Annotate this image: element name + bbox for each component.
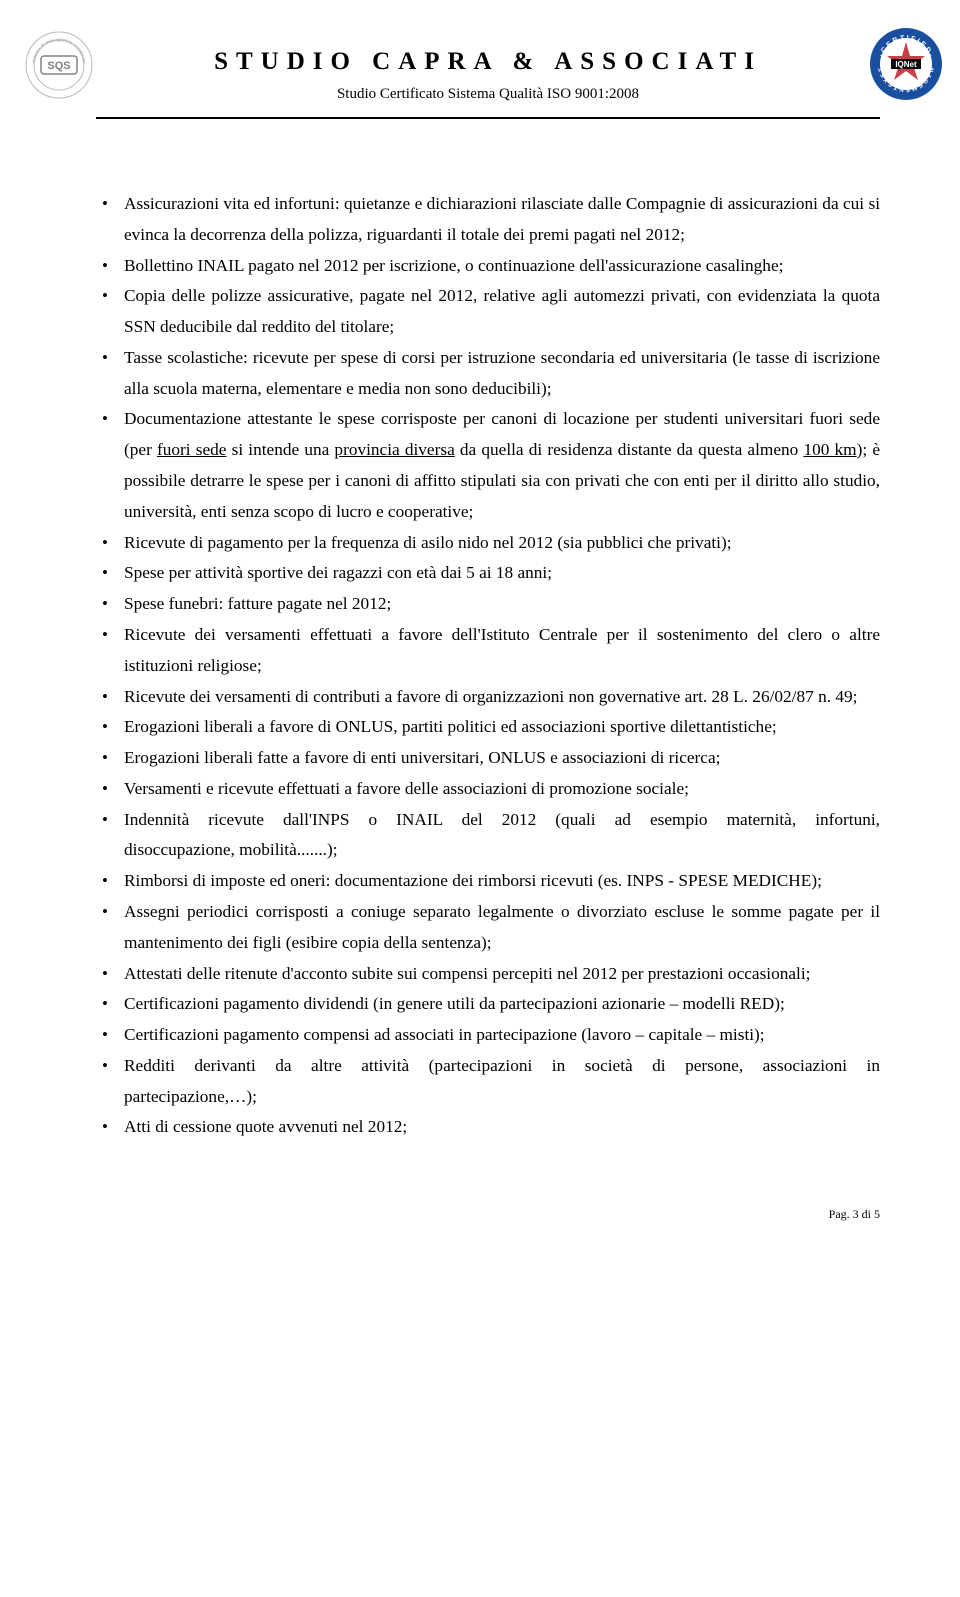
text: disoccupazione, mobilità.......); [124, 835, 880, 866]
list-item: Atti di cessione quote avvenuti nel 2012… [96, 1112, 880, 1143]
iqnet-logo: · C E R T I F I E D · M A N A G E M E N … [868, 26, 944, 107]
list-item: Rimborsi di imposte ed oneri: documentaz… [96, 866, 880, 897]
header-rule [96, 117, 880, 119]
list-item: Certificazioni pagamento compensi ad ass… [96, 1020, 880, 1051]
bullet-list: Assicurazioni vita ed infortuni: quietan… [96, 189, 880, 1143]
page-footer: Pag. 3 di 5 [96, 1207, 880, 1222]
text: Redditi derivanti da altre attività (par… [124, 1051, 880, 1082]
list-item: Indennità ricevute dall'INPS o INAIL del… [96, 805, 880, 867]
page: SQS sistema di management certificato · … [0, 0, 960, 1262]
text-underline: fuori sede [157, 440, 226, 459]
list-item: Assegni periodici corrisposti a coniuge … [96, 897, 880, 959]
text: partecipazione,…); [124, 1082, 880, 1113]
svg-text:IQNet: IQNet [895, 60, 917, 69]
list-item: Versamenti e ricevute effettuati a favor… [96, 774, 880, 805]
list-item: Redditi derivanti da altre attività (par… [96, 1051, 880, 1113]
list-item: Tasse scolastiche: ricevute per spese di… [96, 343, 880, 405]
list-item: Spese funebri: fatture pagate nel 2012; [96, 589, 880, 620]
text: Indennità ricevute dall'INPS o INAIL del… [124, 805, 880, 836]
list-item: Ricevute dei versamenti di contributi a … [96, 682, 880, 713]
list-item: Erogazioni liberali a favore di ONLUS, p… [96, 712, 880, 743]
header-subtitle: Studio Certificato Sistema Qualità ISO 9… [96, 86, 880, 103]
header-title: STUDIO CAPRA & ASSOCIATI [96, 48, 880, 76]
text-underline: provincia diversa [334, 440, 454, 459]
list-item: Attestati delle ritenute d'acconto subit… [96, 959, 880, 990]
list-item: Ricevute dei versamenti effettuati a fav… [96, 620, 880, 682]
sqs-logo: SQS sistema di management certificato [24, 30, 94, 105]
list-item: Certificazioni pagamento dividendi (in g… [96, 989, 880, 1020]
text: da quella di residenza distante da quest… [455, 440, 804, 459]
list-item: Spese per attività sportive dei ragazzi … [96, 558, 880, 589]
list-item: Assicurazioni vita ed infortuni: quietan… [96, 189, 880, 251]
list-item: Ricevute di pagamento per la frequenza d… [96, 528, 880, 559]
svg-text:SQS: SQS [47, 60, 70, 72]
list-item: Erogazioni liberali fatte a favore di en… [96, 743, 880, 774]
text: si intende una [226, 440, 334, 459]
text-underline: 100 km [803, 440, 856, 459]
list-item: Copia delle polizze assicurative, pagate… [96, 281, 880, 343]
list-item: Bollettino INAIL pagato nel 2012 per isc… [96, 251, 880, 282]
list-item: Documentazione attestante le spese corri… [96, 404, 880, 527]
page-header: SQS sistema di management certificato · … [96, 48, 880, 103]
